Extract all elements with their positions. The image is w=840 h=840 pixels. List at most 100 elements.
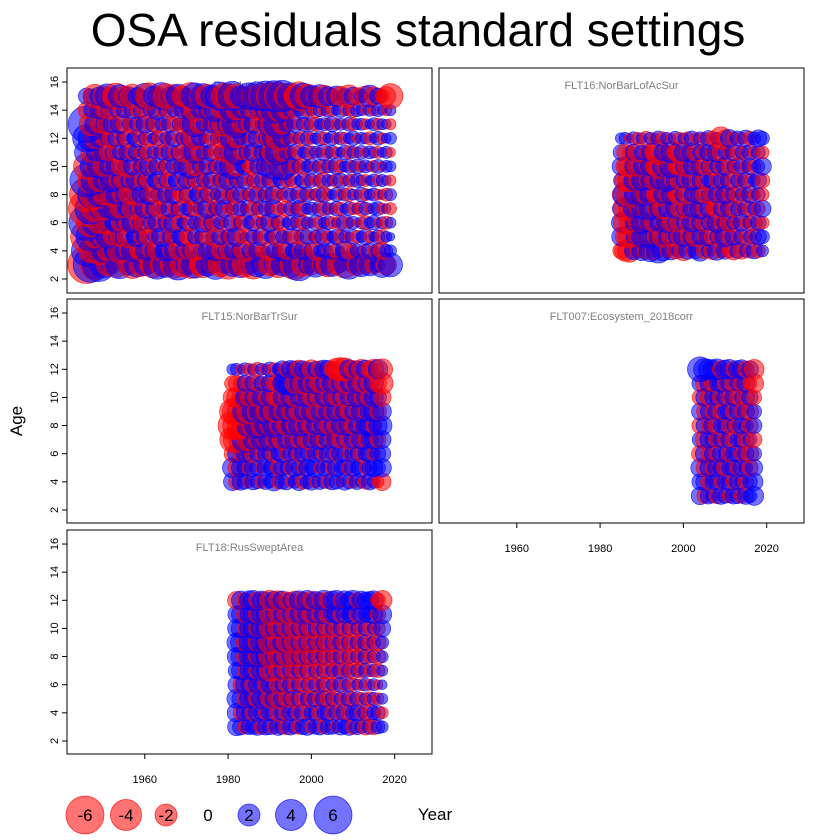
panel: FLT15:NorBarTrSur 2 4 6 8 10 12 14 16	[49, 298, 433, 524]
y-tick-label: 10	[49, 160, 61, 172]
legend-bubble	[313, 795, 353, 835]
bubble	[744, 359, 765, 380]
bubble	[375, 720, 389, 734]
bubble	[755, 187, 770, 202]
x-tick-label: 2020	[382, 774, 406, 786]
y-tick-label: 6	[49, 682, 61, 688]
panel-title: FLT16:NorBarLofAcSur	[564, 80, 678, 92]
y-tick-label: 6	[49, 220, 61, 226]
y-tick-label: 16	[49, 76, 61, 88]
panel-bubbles	[687, 356, 765, 506]
legend-bubble	[275, 799, 307, 831]
legend-label: 0	[203, 806, 212, 825]
bubble	[384, 244, 397, 258]
panel-frame	[438, 67, 805, 294]
bubble	[755, 145, 770, 160]
bubble	[375, 635, 390, 650]
panel-frame	[66, 67, 433, 294]
chart-title: OSA residuals standard settings	[91, 4, 746, 56]
y-tick-label: 4	[49, 248, 61, 254]
bubble	[384, 131, 397, 145]
bubble	[755, 229, 770, 245]
bubble	[746, 431, 763, 448]
x-tick-label: 1960	[133, 774, 157, 786]
legend-bubble	[237, 803, 261, 827]
y-tick-label: 2	[49, 276, 61, 282]
y-tick-label: 8	[49, 654, 61, 660]
panel-title: FLT15:NorBarTrSur	[202, 311, 298, 323]
x-tick-label: 1960	[505, 543, 529, 555]
panel: Residual catch246810121416	[49, 67, 433, 294]
y-tick-label: 6	[49, 451, 61, 457]
bubble	[371, 358, 393, 381]
x-tick-label: 2020	[754, 543, 778, 555]
legend-label: 6	[328, 806, 337, 825]
legend-label: 2	[244, 806, 253, 825]
bubble-size-legend: -6 -4 -2 0 2 4 6	[65, 795, 353, 835]
y-tick-label: 10	[49, 391, 61, 403]
bubble	[376, 664, 389, 677]
bubble	[372, 590, 393, 611]
y-tick-label: 14	[49, 335, 61, 347]
x-tick-label: 2000	[671, 543, 695, 555]
legend-bubble	[110, 799, 142, 831]
y-tick-label: 14	[49, 104, 61, 116]
panel-title: FLT007:Ecosystem_2018corr	[550, 311, 694, 323]
y-axis-label: Age	[7, 406, 26, 436]
panel-frame	[66, 298, 433, 524]
bubble	[753, 199, 772, 218]
panel-bubbles	[611, 126, 772, 264]
x-tick-label: 1980	[588, 543, 612, 555]
y-tick-label: 10	[49, 622, 61, 634]
panel: FLT007:Ecosystem_2018corr 1960 1980 2000 202…	[438, 298, 805, 555]
bubble	[384, 216, 397, 229]
bubble	[384, 160, 397, 173]
x-axis-label: Year	[418, 805, 453, 824]
bubble	[756, 244, 769, 258]
panel: FLT18:RusSweptArea 2 4 6 8 10 12 14 16 1960 1980 20…	[49, 529, 433, 786]
panel-title: FLT18:RusSweptArea	[196, 542, 304, 554]
y-tick-label: 4	[49, 710, 61, 716]
y-tick-label: 12	[49, 594, 61, 606]
y-tick-label: 12	[49, 363, 61, 375]
x-tick-label: 1980	[216, 774, 240, 786]
legend-label: -2	[158, 806, 173, 825]
y-tick-label: 2	[49, 738, 61, 744]
bubble	[384, 188, 397, 201]
bubble	[375, 650, 389, 663]
legend-label: -6	[77, 806, 92, 825]
bubble	[384, 202, 397, 215]
y-tick-label: 8	[49, 192, 61, 198]
panel-frame	[438, 298, 805, 524]
y-tick-label: 4	[49, 479, 61, 485]
bubble	[753, 157, 772, 176]
y-tick-label: 8	[49, 423, 61, 429]
panel-bubbles	[217, 357, 394, 492]
y-tick-label: 14	[49, 566, 61, 578]
y-tick-label: 16	[49, 538, 61, 550]
bubble	[384, 118, 397, 131]
bubble	[384, 174, 397, 187]
bubble	[377, 83, 404, 109]
y-tick-label: 16	[49, 307, 61, 319]
bubble	[755, 215, 770, 230]
bubble	[746, 445, 762, 462]
bubble	[375, 706, 389, 720]
bubble	[755, 131, 770, 146]
panel-bubbles	[226, 589, 393, 737]
bubble	[385, 232, 396, 242]
y-tick-label: 12	[49, 132, 61, 144]
legend-label: 4	[286, 806, 295, 825]
panels-layer: Residual catch246810121416FLT16:NorBarLo…	[49, 67, 805, 786]
panel-bubbles	[67, 80, 404, 284]
legend-label: -4	[118, 806, 133, 825]
legend-bubble	[154, 803, 178, 827]
panel: FLT16:NorBarLofAcSur	[438, 67, 805, 294]
bubble	[376, 679, 388, 690]
bubble	[376, 692, 389, 705]
bubble	[385, 147, 396, 158]
x-tick-label: 2000	[299, 774, 323, 786]
y-tick-label: 2	[49, 507, 61, 513]
bubble	[746, 403, 762, 420]
